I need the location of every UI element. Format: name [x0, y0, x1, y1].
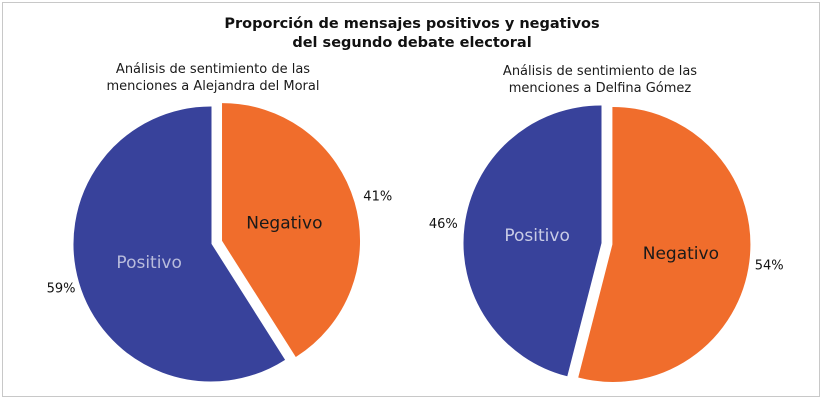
- left-slice-positivo-label: Positivo: [116, 253, 181, 273]
- left-subtitle-line-1: Análisis de sentimiento de las: [116, 62, 310, 77]
- right-slice-positivo-label: Positivo: [504, 226, 569, 246]
- left-subtitle-line-2: menciones a Alejandra del Moral: [107, 79, 320, 94]
- right-pie: Positivo 46% Negativo 54%: [429, 105, 784, 382]
- left-slice-negativo: [222, 103, 360, 358]
- chart-title-line-1: Proporción de mensajes positivos y negat…: [224, 16, 599, 32]
- right-slice-positivo: [463, 105, 602, 377]
- left-slice-positivo: [73, 106, 286, 382]
- right-subtitle-line-1: Análisis de sentimiento de las: [503, 64, 697, 79]
- chart-title-line-2: del segundo debate electoral: [292, 35, 531, 51]
- left-slice-positivo-percent: 59%: [47, 282, 76, 297]
- left-slice-negativo-label: Negativo: [246, 214, 322, 234]
- right-slice-negativo-percent: 54%: [755, 258, 784, 273]
- left-slice-negativo-percent: 41%: [363, 190, 392, 205]
- right-slice-negativo: [578, 107, 751, 382]
- left-pie: Positivo 59% Negativo 41%: [47, 103, 392, 382]
- right-slice-negativo-label: Negativo: [643, 244, 719, 264]
- right-slice-positivo-percent: 46%: [429, 217, 458, 232]
- right-subtitle-line-2: menciones a Delfina Gómez: [509, 81, 692, 96]
